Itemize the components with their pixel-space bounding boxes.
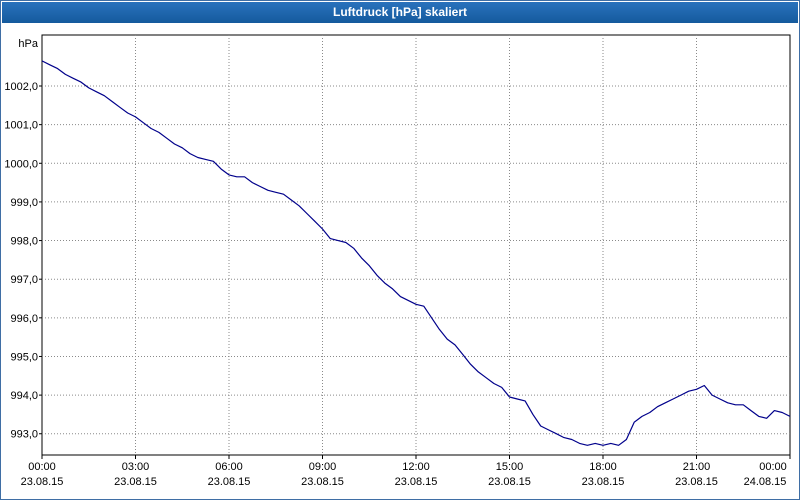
y-tick-label: 994,0 [10, 390, 38, 402]
y-tick-label: 998,0 [10, 236, 38, 248]
x-tick-date-label: 23.08.15 [675, 476, 718, 488]
y-tick-label: 993,0 [10, 429, 38, 441]
pressure-series-line [41, 60, 791, 446]
x-tick-time-label: 18:00 [589, 461, 617, 473]
x-tick-time-label: 00:00 [28, 461, 56, 473]
x-tick-date-label: 23.08.15 [301, 476, 344, 488]
y-axis-unit-label: hPa [18, 38, 38, 50]
chart-title: Luftdruck [hPa] skaliert [332, 5, 468, 19]
x-tick-time-label: 00:00 [759, 461, 787, 473]
y-tick-label: 999,0 [10, 197, 38, 209]
y-tick-label: 995,0 [10, 351, 38, 363]
x-tick-date-label: 23.08.15 [21, 476, 64, 488]
x-tick-date-label: 23.08.15 [208, 476, 251, 488]
x-tick-time-label: 12:00 [402, 461, 430, 473]
x-tick-time-label: 21:00 [683, 461, 711, 473]
x-tick-date-label: 23.08.15 [395, 476, 438, 488]
x-tick-date-label: 23.08.15 [114, 476, 157, 488]
x-tick-date-label: 23.08.15 [582, 476, 625, 488]
x-tick-time-label: 09:00 [309, 461, 337, 473]
chart-area: 1002,0 1001,0 1000,0 999,0 998,0 997,0 996,0 99… [2, 23, 798, 498]
x-tick-time-label: 15:00 [496, 461, 524, 473]
y-tick-label: 1002,0 [4, 81, 38, 93]
x-tick-date-label: 23.08.15 [488, 476, 531, 488]
x-tick-time-label: 06:00 [215, 461, 243, 473]
y-tick-label: 996,0 [10, 313, 38, 325]
x-tick-time-label: 03:00 [122, 461, 150, 473]
x-tick-date-label: 24.08.15 [744, 476, 787, 488]
y-tick-label: 997,0 [10, 274, 38, 286]
chart-title-bar: Luftdruck [hPa] skaliert [2, 2, 798, 23]
pressure-line-chart: 1002,0 1001,0 1000,0 999,0 998,0 997,0 996,0 99… [2, 23, 798, 498]
y-tick-label: 1001,0 [4, 120, 38, 132]
y-tick-label: 1000,0 [4, 158, 38, 170]
